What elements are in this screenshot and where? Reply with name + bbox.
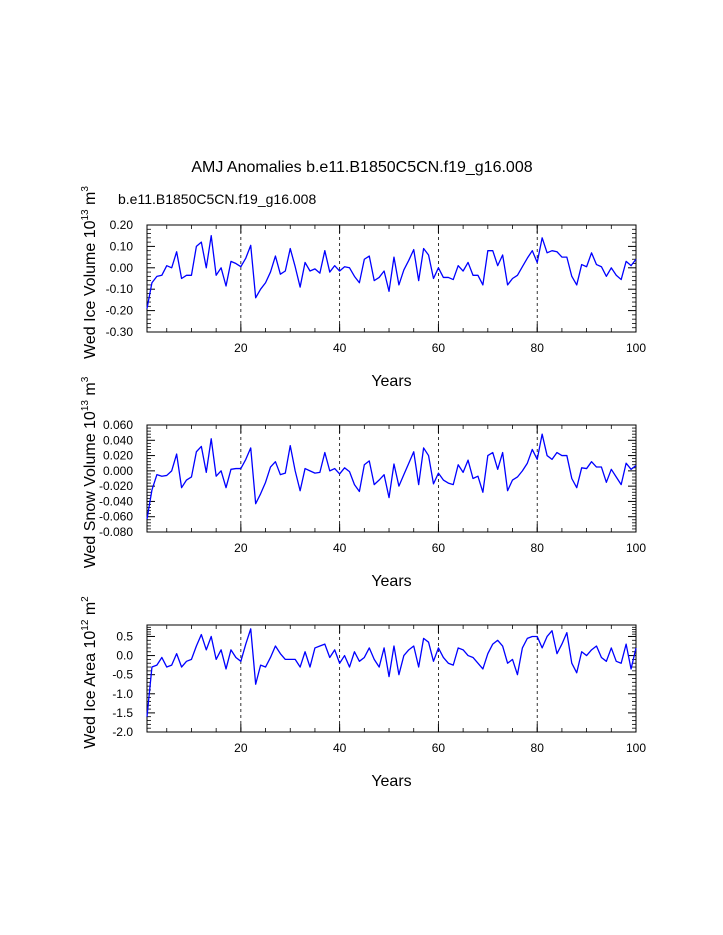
y-tick-label: -0.040 [99, 494, 133, 508]
x-tick-label: 40 [333, 541, 347, 555]
x-axis-label: Years [371, 773, 411, 790]
y-axis-label: Wed Ice Volume 1013 m3 [80, 186, 99, 359]
x-tick-label: 40 [333, 341, 347, 355]
x-tick-label: 80 [531, 541, 545, 555]
y-tick-label: -0.20 [106, 304, 134, 318]
y-axis-label: Wed Snow Volume 1013 m3 [80, 376, 99, 568]
x-tick-label: 100 [626, 341, 646, 355]
case-label: b.e11.B1850C5CN.f19_g16.008 [118, 191, 316, 207]
x-tick-label: 20 [234, 741, 248, 755]
y-tick-label: -0.30 [106, 325, 134, 339]
plot-frame [146, 224, 637, 333]
panel-snow-volume: 20 40 60 80 100 -0.080-0.060 -0.040-0.0200.000… [80, 376, 646, 590]
y-tick-label: 0.020 [103, 449, 133, 463]
x-tick-label: 20 [234, 541, 248, 555]
x-tick-label: 100 [626, 541, 646, 555]
y-tick-label: 0.000 [103, 464, 133, 478]
plot-frame [146, 424, 637, 533]
y-axis-label: Wed Ice Area 1012 m2 [80, 596, 99, 749]
y-tick-label: -1.0 [112, 687, 133, 701]
x-tick-label: 100 [626, 741, 646, 755]
panel-ice-volume: 20 40 60 80 100 -0.30 -0.20 -0.10 0.00 0.10 0.20 Ye… [80, 186, 646, 390]
series-line [146, 433, 637, 520]
y-tick-label: 0.040 [103, 433, 133, 447]
panel-ice-area: 20 40 60 80 100 -2.0 -1.5 -1.0 -0.5 0.0 0.5 Years We… [80, 596, 646, 790]
x-tick-label: 60 [432, 341, 446, 355]
x-tick-label: 40 [333, 741, 347, 755]
y-tick-label: -0.080 [99, 525, 133, 539]
y-tick-label: -0.020 [99, 479, 133, 493]
x-tick-label: 60 [432, 741, 446, 755]
y-tick-label: 0.00 [110, 261, 134, 275]
y-tick-label: -0.060 [99, 510, 133, 524]
series-line [146, 628, 637, 717]
y-tick-label: 0.060 [103, 418, 133, 432]
x-tick-label: 20 [234, 341, 248, 355]
x-tick-label: 80 [531, 341, 545, 355]
y-tick-label: -2.0 [112, 725, 133, 739]
y-tick-label: 0.0 [116, 649, 133, 663]
y-tick-label: -1.5 [112, 706, 133, 720]
x-axis-label: Years [371, 573, 411, 590]
series-line [146, 235, 637, 309]
figure-title: AMJ Anomalies b.e11.B1850C5CN.f19_g16.00… [191, 159, 532, 176]
y-tick-label: -0.5 [112, 668, 133, 682]
y-tick-label: 0.10 [110, 239, 134, 253]
x-axis-label: Years [371, 373, 411, 390]
y-tick-label: 0.20 [110, 218, 134, 232]
x-tick-label: 80 [531, 741, 545, 755]
y-tick-label: -0.10 [106, 282, 134, 296]
y-tick-label: 0.5 [116, 629, 133, 643]
x-tick-label: 60 [432, 541, 446, 555]
